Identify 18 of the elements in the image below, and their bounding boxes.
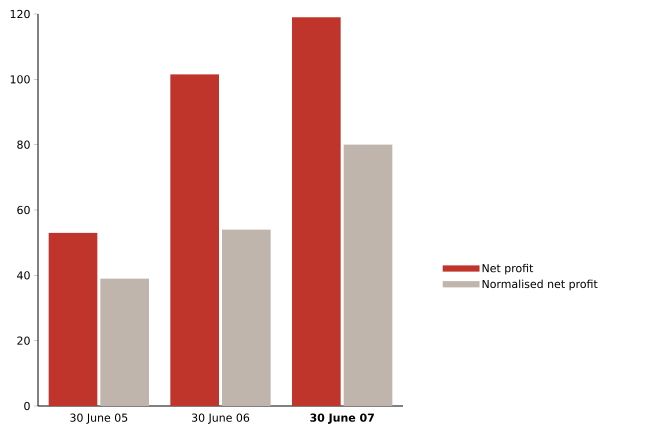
bar (292, 17, 341, 406)
bar (222, 230, 271, 406)
x-tick-label: 30 June 05 (70, 414, 128, 424)
y-tick-label: 100 (10, 75, 30, 84)
legend-label: Normalised net profit (482, 280, 598, 290)
bar (100, 278, 149, 406)
x-tick-label: 30 June 07 (310, 414, 374, 424)
x-tick-label: 30 June 06 (192, 414, 250, 424)
y-tick-label: 0 (24, 402, 30, 410)
y-tick-label: 80 (17, 140, 30, 149)
y-tick-label: 120 (10, 10, 30, 18)
legend-label: Net profit (482, 264, 534, 274)
y-tick-label: 60 (17, 206, 30, 214)
bar (170, 74, 219, 406)
y-tick-label: 20 (17, 336, 30, 345)
bar (344, 144, 392, 406)
bar (48, 232, 98, 406)
y-tick-label: 40 (17, 271, 30, 280)
